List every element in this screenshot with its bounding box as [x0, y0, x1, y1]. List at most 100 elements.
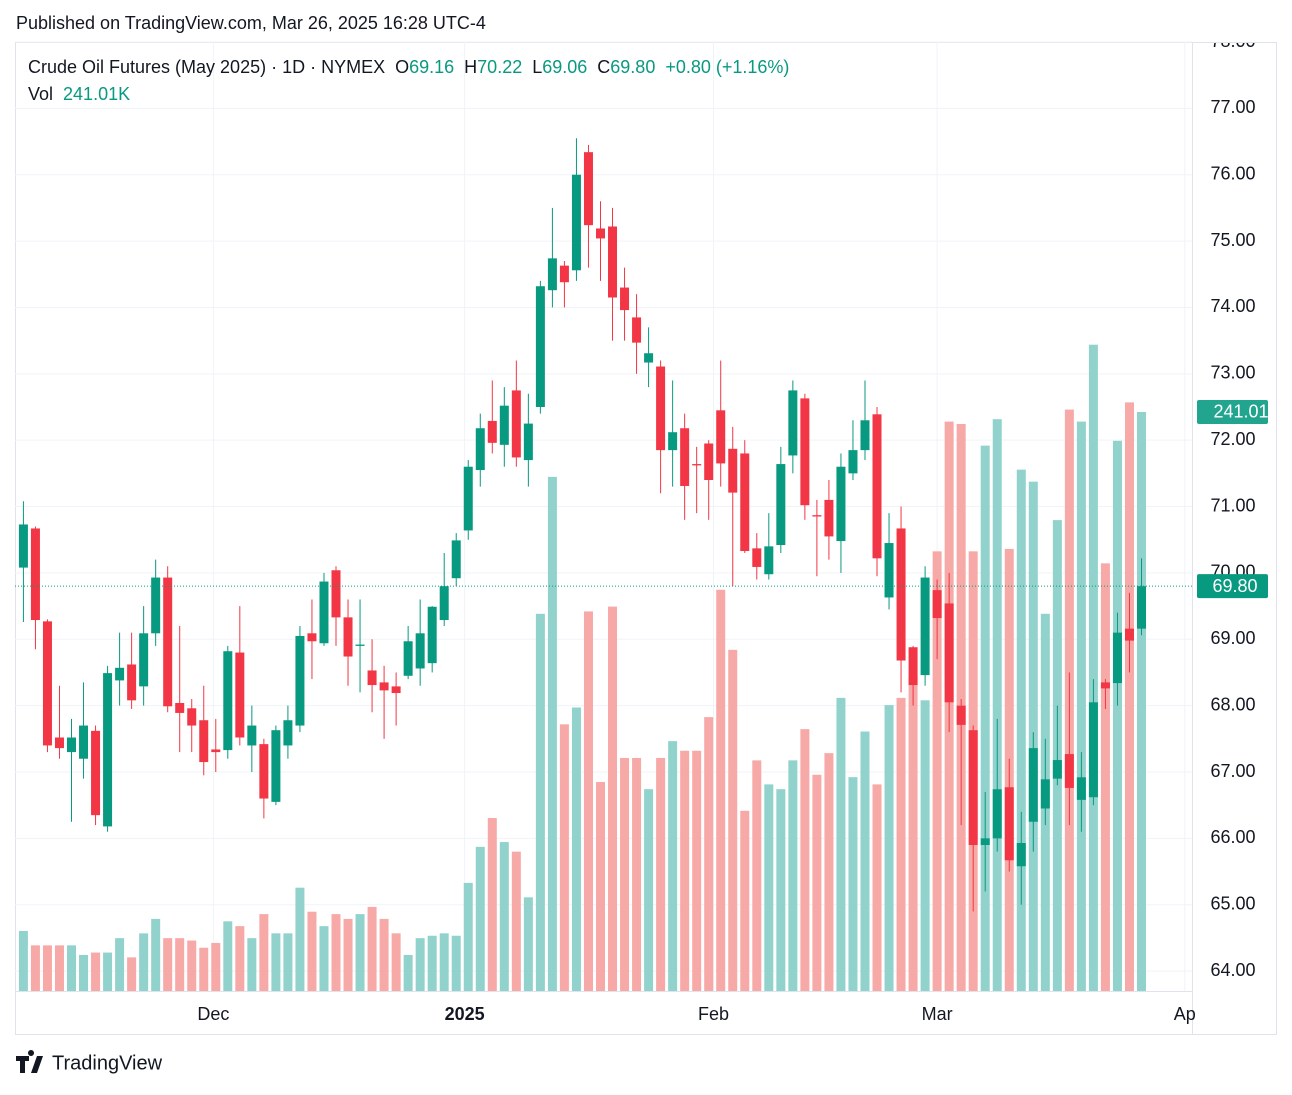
candle-body: [872, 414, 882, 559]
volume-bar: [932, 551, 942, 991]
candle-body: [523, 423, 533, 461]
candle-body: [271, 730, 281, 802]
candle-body: [559, 265, 569, 283]
candle-body: [67, 737, 77, 753]
candle-body: [1064, 754, 1074, 788]
volume-bar: [523, 897, 533, 991]
volume-bar: [812, 774, 822, 991]
symbol: Crude Oil Futures (May 2025) · 1D · NYME…: [28, 57, 385, 77]
candle-body: [800, 398, 810, 506]
volume-bar: [704, 717, 714, 991]
legend-key: Vol: [28, 84, 53, 104]
candle-body: [788, 390, 798, 456]
candle-body: [824, 499, 834, 537]
volume-bar: [463, 882, 473, 991]
candle-body: [608, 226, 618, 298]
candle-body: [1028, 748, 1038, 822]
candle-body: [1137, 586, 1147, 629]
candle-body: [728, 448, 738, 493]
candle-body: [571, 174, 581, 271]
candle-body: [920, 577, 930, 676]
volume-bar: [211, 942, 221, 991]
candle-body: [1100, 682, 1110, 689]
candle-body: [139, 633, 149, 687]
candle-body: [1004, 787, 1014, 861]
volume-bar: [716, 589, 726, 991]
candle-body: [30, 528, 40, 621]
volume-bar: [30, 945, 40, 991]
volume-bar: [668, 741, 678, 991]
candle-body: [475, 428, 485, 471]
candle-body: [439, 586, 449, 621]
price-label-box: [1197, 574, 1268, 599]
volume-bar: [980, 445, 990, 991]
volume-bar: [54, 945, 64, 991]
volume-bar: [475, 846, 485, 991]
volume-bar: [499, 842, 509, 991]
candle-body: [968, 730, 978, 845]
candle-body: [692, 464, 702, 466]
volume-bar: [451, 935, 461, 991]
volume-bar: [223, 921, 233, 991]
volume-bar: [764, 784, 774, 991]
candle-body: [1112, 632, 1122, 684]
y-tick-label: 76.00: [1210, 163, 1255, 183]
volume-bar: [608, 606, 618, 991]
candle-body: [403, 641, 413, 676]
y-tick-label: 77.00: [1210, 97, 1255, 117]
volume-bar: [1112, 440, 1122, 991]
x-tick-label: Mar: [922, 1004, 953, 1024]
candle-body: [451, 540, 461, 579]
candle-body: [956, 705, 966, 725]
volume-bar: [620, 757, 630, 991]
y-tick-label: 73.00: [1210, 363, 1255, 383]
candle-body: [199, 720, 209, 763]
x-tick-label: Feb: [698, 1004, 729, 1024]
volume-bar: [391, 933, 401, 991]
volume-bar: [79, 954, 89, 991]
candle-body: [499, 405, 509, 445]
volume-bar: [103, 952, 113, 991]
candle-body: [115, 667, 125, 681]
candle-body: [391, 686, 401, 694]
volume-bar: [583, 611, 593, 991]
volume-bar: [511, 851, 521, 991]
volume-bar: [776, 789, 786, 991]
candle-body: [18, 524, 28, 568]
volume-bar: [295, 887, 305, 991]
candle-body: [379, 682, 389, 691]
volume-bar: [595, 781, 605, 991]
candle-body: [547, 258, 557, 291]
volume-bar: [920, 700, 930, 991]
volume-bar: [487, 818, 497, 991]
volume-bar: [307, 911, 317, 991]
volume-bar: [559, 724, 569, 991]
y-tick-label: 72.00: [1210, 429, 1255, 449]
candle-body: [812, 515, 822, 517]
candle-body: [511, 390, 521, 458]
candle-body: [127, 664, 137, 701]
candle-body: [860, 420, 870, 451]
candle-body: [259, 744, 269, 799]
candle-body: [716, 410, 726, 464]
y-tick-label: 68.00: [1210, 694, 1255, 714]
y-tick-label: 69.00: [1210, 628, 1255, 648]
legend-key: H: [464, 57, 477, 77]
volume-bar: [656, 757, 666, 991]
candle-body: [235, 652, 245, 738]
candle-body: [896, 528, 906, 661]
volume-bar: [271, 933, 281, 991]
candle-body: [175, 702, 185, 713]
volume-bar: [1076, 421, 1086, 992]
candle-body: [704, 443, 714, 480]
candle-body: [1124, 628, 1134, 641]
candle-body: [463, 466, 473, 531]
legend: Crude Oil Futures (May 2025) · 1D · NYME…: [28, 57, 789, 104]
y-tick-label: 65.00: [1210, 893, 1255, 913]
candle-body: [884, 543, 894, 598]
candle-body: [223, 651, 233, 751]
y-tick-label: 78.00: [1210, 31, 1255, 51]
legend-value: 70.22: [477, 57, 522, 77]
candle-body: [343, 617, 353, 657]
